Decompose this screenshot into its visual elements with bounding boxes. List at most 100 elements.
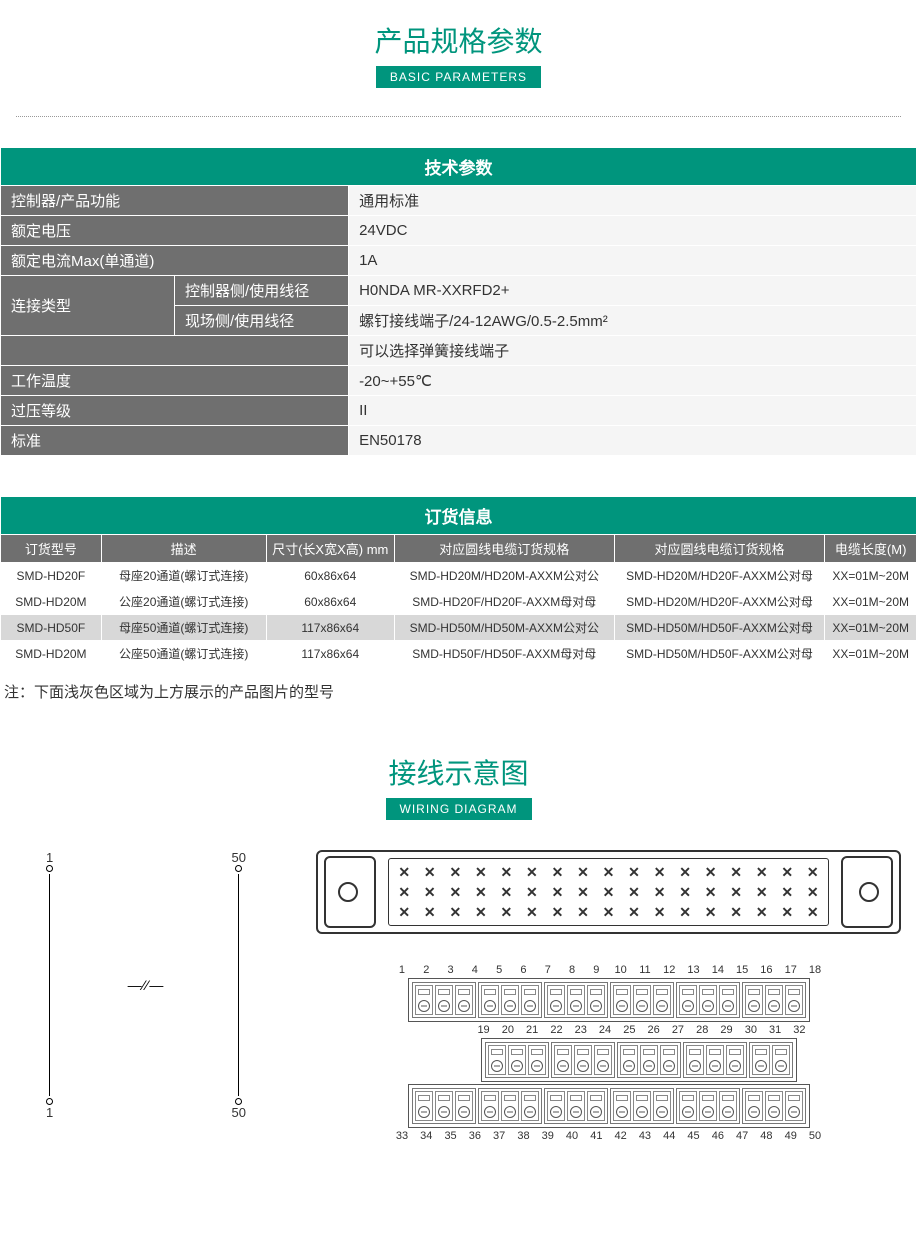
spec-label: 额定电流Max(单通道) bbox=[1, 246, 349, 276]
terminal-label: 5 bbox=[490, 964, 508, 976]
pin-mark-icon: ✕ bbox=[674, 883, 697, 901]
pin-mark-icon: ✕ bbox=[444, 883, 467, 901]
terminal-cell bbox=[508, 1045, 526, 1075]
table-cell: XX=01M~20M bbox=[825, 615, 917, 641]
order-col-header: 尺寸(长X宽X高) mm bbox=[266, 535, 394, 563]
terminal-row-mid bbox=[481, 1038, 797, 1082]
table-cell: SMD-HD20M bbox=[1, 589, 102, 615]
terminal-group bbox=[544, 1088, 608, 1124]
spec-value: 通用标准 bbox=[349, 186, 917, 216]
pin-mark-icon: ✕ bbox=[623, 903, 646, 921]
terminal-group bbox=[412, 982, 476, 1018]
terminal-cell bbox=[587, 985, 605, 1015]
terminal-label: 21 bbox=[523, 1024, 541, 1036]
table-cell: XX=01M~20M bbox=[825, 563, 917, 589]
terminal-cell bbox=[686, 1045, 704, 1075]
spec-conn-sub2-label: 现场侧/使用线径 bbox=[175, 306, 349, 336]
spec-value: II bbox=[349, 396, 917, 426]
terminal-label: 9 bbox=[587, 964, 605, 976]
pin-mark-icon: ✕ bbox=[776, 903, 799, 921]
pin-mark-icon: ✕ bbox=[776, 883, 799, 901]
terminal-group bbox=[551, 1042, 615, 1078]
pin-mark-icon: ✕ bbox=[648, 903, 671, 921]
terminal-cell bbox=[745, 1091, 763, 1121]
table-cell: SMD-HD50F/HD50F-AXXM母对母 bbox=[394, 641, 614, 667]
terminal-cell bbox=[613, 985, 631, 1015]
table-cell: XX=01M~20M bbox=[825, 641, 917, 667]
terminal-group bbox=[610, 982, 674, 1018]
connector-diagram: ✕✕✕✕✕✕✕✕✕✕✕✕✕✕✕✕✕✕✕✕✕✕✕✕✕✕✕✕✕✕✕✕✕✕✕✕✕✕✕✕… bbox=[316, 850, 901, 1142]
terminal-label: 27 bbox=[669, 1024, 687, 1036]
pin-label-bot: 50 bbox=[232, 1105, 246, 1120]
pin-mark-icon: ✕ bbox=[495, 903, 518, 921]
terminal-group bbox=[617, 1042, 681, 1078]
terminal-label: 23 bbox=[572, 1024, 590, 1036]
table-cell: 60x86x64 bbox=[266, 563, 394, 589]
pin-mark-icon: ✕ bbox=[699, 863, 722, 881]
terminal-cell bbox=[745, 985, 763, 1015]
terminal-label: 12 bbox=[660, 964, 678, 976]
terminal-cell bbox=[726, 1045, 744, 1075]
pin-mark-icon: ✕ bbox=[648, 863, 671, 881]
terminal-labels-bot: 333435363738394041424344454647484950 bbox=[393, 1130, 824, 1142]
terminal-group bbox=[742, 1088, 806, 1124]
divider bbox=[16, 116, 901, 117]
pin-mark-icon: ✕ bbox=[572, 863, 595, 881]
terminal-label: 39 bbox=[539, 1130, 557, 1142]
pin-mark-icon: ✕ bbox=[725, 863, 748, 881]
terminal-cell bbox=[633, 1091, 651, 1121]
terminal-cell bbox=[772, 1045, 790, 1075]
terminal-label: 32 bbox=[790, 1024, 808, 1036]
terminal-cell bbox=[481, 985, 499, 1015]
spec-value: 24VDC bbox=[349, 216, 917, 246]
pin-mark-icon: ✕ bbox=[521, 883, 544, 901]
order-note: 注：下面浅灰色区域为上方展示的产品图片的型号 bbox=[4, 681, 917, 702]
terminal-group bbox=[676, 982, 740, 1018]
spec-conn-extra-value: 可以选择弹簧接线端子 bbox=[349, 336, 917, 366]
terminal-label: 2 bbox=[417, 964, 435, 976]
spec-label: 标准 bbox=[1, 426, 349, 456]
pin-mark-icon: ✕ bbox=[572, 883, 595, 901]
terminal-cell bbox=[785, 1091, 803, 1121]
wiring-section-header: 接线示意图 WIRING DIAGRAM bbox=[0, 732, 917, 830]
terminal-group bbox=[683, 1042, 747, 1078]
pin-mark-icon: ✕ bbox=[393, 903, 416, 921]
terminal-labels-top: 123456789101112131415161718 bbox=[393, 964, 824, 976]
table-row: SMD-HD50F母座50通道(螺订式连接)117x86x64SMD-HD50M… bbox=[1, 615, 917, 641]
spec-table: 技术参数 控制器/产品功能 通用标准 额定电压 24VDC 额定电流Max(单通… bbox=[0, 147, 917, 456]
pin-mark-icon: ✕ bbox=[495, 883, 518, 901]
terminal-label: 38 bbox=[514, 1130, 532, 1142]
terminal-label: 11 bbox=[636, 964, 654, 976]
table-row: SMD-HD20F母座20通道(螺订式连接)60x86x64SMD-HD20M/… bbox=[1, 563, 917, 589]
wiring-diagram: 1 1 50 50 —⁄⁄— ✕✕✕✕✕✕✕✕✕✕✕✕✕✕✕✕✕✕✕✕✕✕✕✕✕… bbox=[0, 830, 917, 1182]
terminal-group bbox=[742, 982, 806, 1018]
spec-conn-extra-label bbox=[1, 336, 349, 366]
pin-mark-icon: ✕ bbox=[699, 903, 722, 921]
table-row: SMD-HD20M公座20通道(螺订式连接)60x86x64SMD-HD20F/… bbox=[1, 589, 917, 615]
terminal-cell bbox=[699, 985, 717, 1015]
pin-right: 50 50 bbox=[232, 850, 246, 1120]
pin-mark-icon: ✕ bbox=[597, 883, 620, 901]
terminal-cell bbox=[679, 985, 697, 1015]
pin-mark-icon: ✕ bbox=[623, 883, 646, 901]
terminal-group bbox=[749, 1042, 793, 1078]
pin-mark-icon: ✕ bbox=[470, 883, 493, 901]
terminal-cell bbox=[640, 1045, 658, 1075]
pin-mark-icon: ✕ bbox=[750, 883, 773, 901]
terminal-label: 13 bbox=[685, 964, 703, 976]
pin-dot-icon bbox=[235, 1098, 242, 1105]
table-cell: 117x86x64 bbox=[266, 641, 394, 667]
spec-value: EN50178 bbox=[349, 426, 917, 456]
spec-label: 控制器/产品功能 bbox=[1, 186, 349, 216]
table-cell: SMD-HD20M/HD20F-AXXM公对母 bbox=[614, 563, 825, 589]
terminal-group bbox=[485, 1042, 549, 1078]
pin-mark-icon: ✕ bbox=[623, 863, 646, 881]
terminal-label: 16 bbox=[757, 964, 775, 976]
terminal-cell bbox=[594, 1045, 612, 1075]
terminal-cell bbox=[547, 985, 565, 1015]
terminal-cell bbox=[455, 1091, 473, 1121]
spec-table-caption: 技术参数 bbox=[1, 148, 917, 186]
pin-mark-icon: ✕ bbox=[470, 903, 493, 921]
pin-mark-icon: ✕ bbox=[546, 883, 569, 901]
terminal-blocks: 123456789101112131415161718 192021222324… bbox=[316, 964, 901, 1142]
